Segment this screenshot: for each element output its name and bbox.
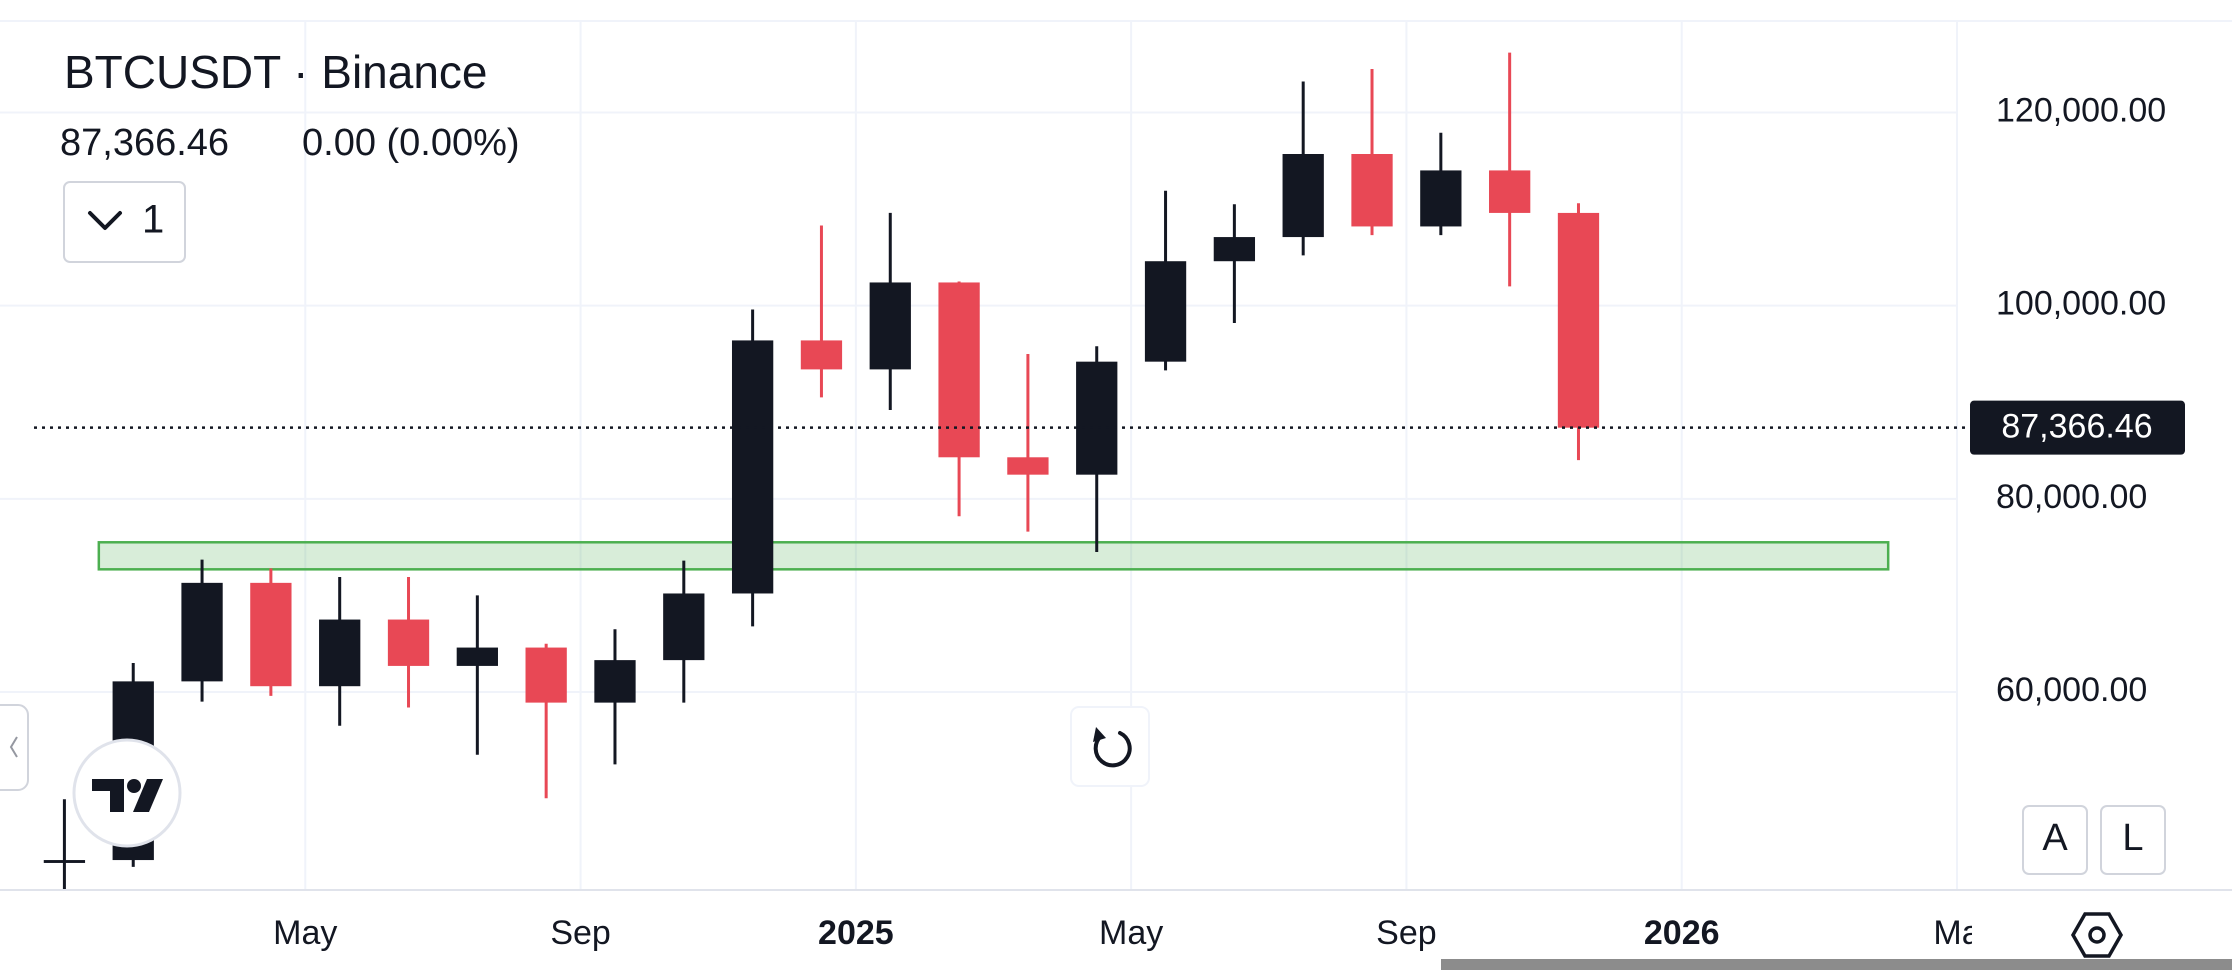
- logo-circle[interactable]: [72, 738, 182, 848]
- candle-body: [1213, 237, 1256, 262]
- reset-frame[interactable]: [1070, 706, 1150, 787]
- y-tick-label: 60,000.00: [1996, 671, 2147, 709]
- candle-body: [250, 582, 292, 687]
- settings-dot: [2088, 926, 2106, 944]
- candle-body: [594, 660, 636, 703]
- scale-frame[interactable]: [2100, 805, 2166, 875]
- button-frame[interactable]: [63, 181, 186, 263]
- logo-t: [92, 779, 124, 812]
- candle-body: [663, 593, 705, 661]
- candle-body: [387, 619, 430, 666]
- settings-hexagon[interactable]: [2070, 912, 2124, 958]
- x-tick-label: 2026: [1644, 914, 1720, 952]
- x-axis: May Sep 2025 May Sep 2026 Ma: [273, 914, 1980, 952]
- settings-button[interactable]: [2070, 912, 2124, 958]
- price-change: 0.00 (0.00%): [302, 122, 520, 164]
- reset-icon: [1093, 731, 1132, 768]
- last-price-box: [1970, 400, 2185, 455]
- candle-body: [1420, 170, 1462, 227]
- x-tick-label: May: [1099, 914, 1163, 952]
- candle-body: [456, 647, 498, 666]
- x-tick-label: Ma: [1933, 914, 1980, 952]
- last-price-label: 87,366.46: [2001, 408, 2152, 446]
- x-tick-label: Sep: [1376, 914, 1437, 952]
- candle-body: [43, 860, 86, 863]
- x-tick-label: Sep: [550, 914, 611, 952]
- candle-body: [800, 340, 843, 370]
- candle-body: [1076, 361, 1118, 475]
- scale-label: L: [2122, 817, 2143, 859]
- y-tick-label: 120,000.00: [1996, 91, 2166, 129]
- candle-body: [1557, 212, 1600, 428]
- logo-dot: [127, 779, 141, 793]
- price-zone: [97, 541, 1890, 571]
- scale-button[interactable]: A: [2022, 805, 2088, 875]
- candle-body: [181, 582, 223, 682]
- scrollbar[interactable]: [1441, 959, 2232, 970]
- scale-frame[interactable]: [2022, 805, 2088, 875]
- y-axis: 60,000.00 80,000.00 100,000.00 120,000.00: [1996, 91, 2166, 709]
- chart-title: BTCUSDT · Binance: [64, 46, 488, 98]
- x-tick-label: May: [273, 914, 337, 952]
- scale-button[interactable]: L: [2100, 805, 2166, 875]
- candle-body: [1489, 170, 1531, 213]
- candle-body: [1351, 154, 1393, 227]
- last-price: 87,366.46: [60, 122, 229, 164]
- candle-body: [731, 340, 774, 594]
- candle-body: [938, 282, 980, 458]
- reset-button[interactable]: [1070, 706, 1150, 787]
- candle-body: [869, 282, 911, 370]
- scale-label: A: [2042, 817, 2068, 859]
- candle-body: [525, 647, 567, 703]
- candle-body: [319, 619, 361, 687]
- side-tab-arrow: [9, 736, 18, 758]
- candle-body: [1144, 261, 1187, 362]
- y-tick-label: 80,000.00: [1996, 478, 2147, 516]
- candle-body: [1007, 457, 1049, 475]
- reset-arrow: [1093, 727, 1106, 742]
- plot-area: [43, 52, 1890, 890]
- side-tab[interactable]: [0, 704, 29, 791]
- chevron-icon: [88, 211, 122, 230]
- y-tick-label: 100,000.00: [1996, 285, 2166, 323]
- button-label: 1: [142, 198, 164, 242]
- x-tick-label: 2025: [818, 914, 894, 952]
- logo-slash: [133, 779, 163, 812]
- candle-body: [1282, 154, 1324, 238]
- collapse-button[interactable]: 1: [63, 181, 186, 263]
- logo[interactable]: [72, 738, 182, 848]
